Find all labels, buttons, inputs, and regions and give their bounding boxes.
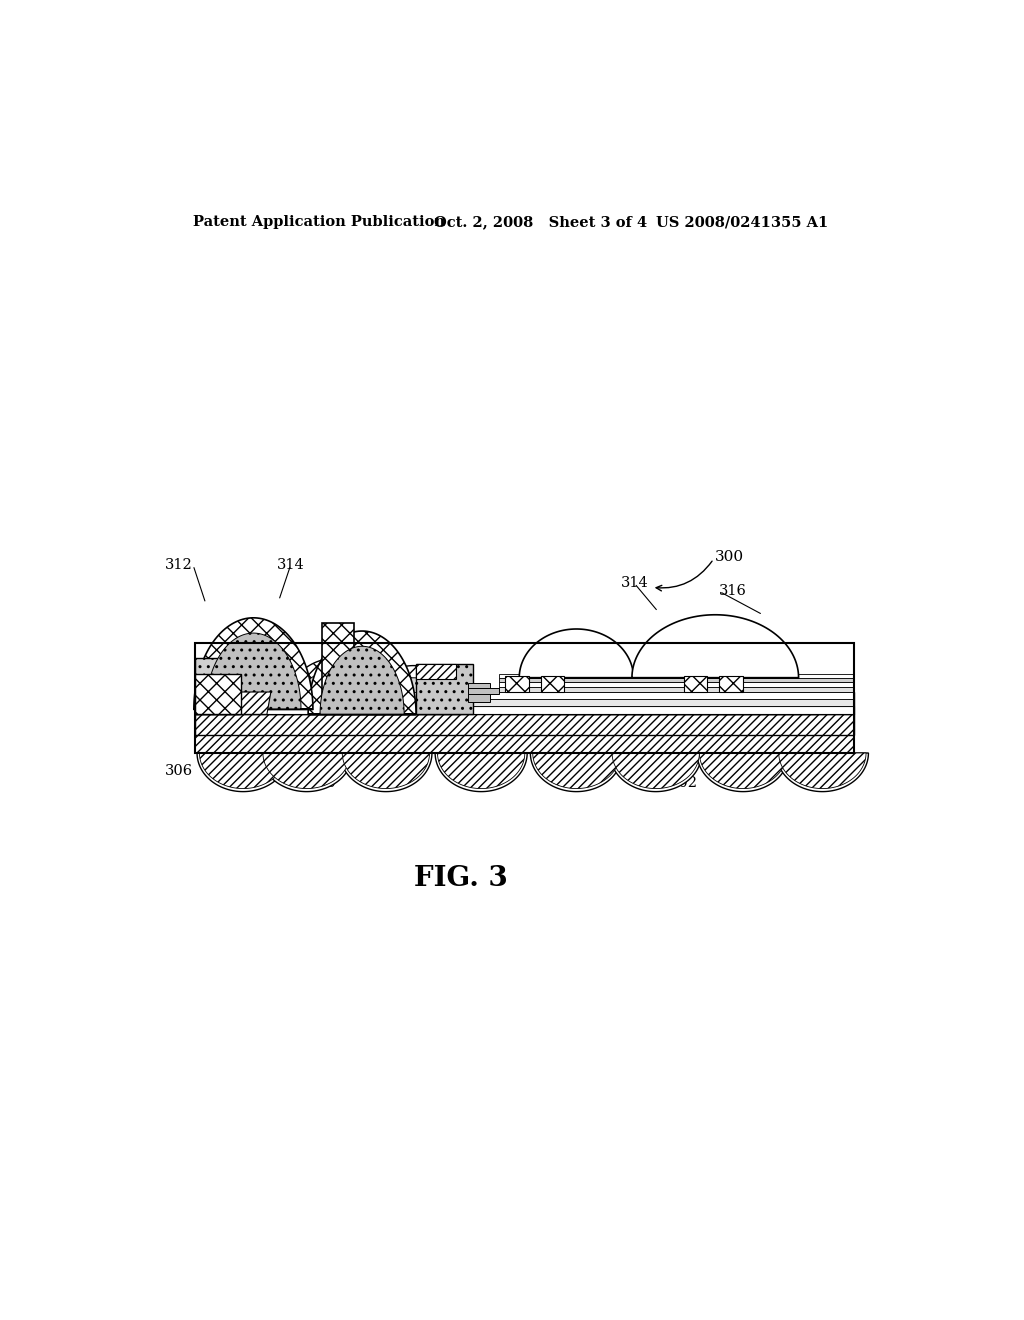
Polygon shape [697, 752, 790, 792]
Polygon shape [776, 752, 868, 792]
Text: FIG. 3: FIG. 3 [415, 865, 508, 892]
Polygon shape [206, 677, 285, 714]
Polygon shape [292, 671, 377, 714]
Text: 314: 314 [276, 558, 304, 572]
Polygon shape [634, 672, 733, 714]
Polygon shape [416, 664, 456, 678]
Polygon shape [530, 752, 623, 792]
Polygon shape [196, 673, 242, 714]
Polygon shape [723, 676, 818, 714]
Polygon shape [342, 752, 430, 788]
Polygon shape [323, 623, 354, 714]
Polygon shape [283, 659, 386, 714]
Polygon shape [263, 752, 350, 788]
Text: 306: 306 [627, 764, 654, 779]
Text: US 2008/0241355 A1: US 2008/0241355 A1 [655, 215, 828, 230]
Polygon shape [308, 631, 416, 714]
Polygon shape [340, 752, 432, 792]
Polygon shape [549, 676, 644, 714]
Polygon shape [632, 615, 799, 677]
Polygon shape [699, 752, 786, 788]
Polygon shape [196, 700, 854, 706]
Polygon shape [197, 752, 289, 792]
Text: 304: 304 [578, 767, 605, 781]
Polygon shape [206, 634, 301, 709]
Text: 310: 310 [308, 776, 336, 791]
Text: 300: 300 [715, 550, 744, 564]
Text: 308: 308 [279, 767, 307, 781]
Polygon shape [196, 659, 240, 714]
Polygon shape [500, 686, 854, 692]
Polygon shape [260, 752, 352, 792]
Polygon shape [197, 665, 295, 714]
Polygon shape [200, 752, 287, 788]
Polygon shape [500, 692, 854, 714]
Polygon shape [519, 630, 634, 677]
Polygon shape [500, 673, 854, 677]
Text: Patent Application Publication: Patent Application Publication [194, 215, 445, 230]
Text: 312: 312 [165, 558, 194, 572]
Polygon shape [196, 714, 854, 735]
Polygon shape [376, 677, 452, 714]
Text: 314: 314 [621, 577, 648, 590]
Polygon shape [500, 682, 854, 686]
Polygon shape [367, 665, 461, 714]
Polygon shape [435, 752, 527, 792]
Polygon shape [541, 676, 564, 692]
Polygon shape [505, 676, 528, 692]
Polygon shape [609, 752, 701, 792]
Polygon shape [778, 752, 866, 788]
Polygon shape [196, 692, 854, 700]
Text: 302: 302 [670, 776, 697, 791]
Text: 304: 304 [352, 767, 380, 781]
Text: 318: 318 [470, 767, 498, 781]
Polygon shape [236, 692, 270, 714]
Polygon shape [500, 677, 854, 682]
Polygon shape [612, 752, 699, 788]
Polygon shape [196, 735, 854, 752]
Polygon shape [437, 752, 524, 788]
Polygon shape [196, 706, 854, 714]
Polygon shape [468, 682, 489, 688]
Polygon shape [468, 694, 489, 702]
Polygon shape [321, 647, 404, 714]
Polygon shape [194, 618, 313, 709]
Polygon shape [719, 676, 743, 692]
Text: 306: 306 [165, 764, 194, 779]
Text: Oct. 2, 2008   Sheet 3 of 4: Oct. 2, 2008 Sheet 3 of 4 [433, 215, 647, 230]
Polygon shape [468, 688, 500, 694]
Polygon shape [684, 676, 708, 692]
Polygon shape [416, 664, 473, 714]
Polygon shape [532, 752, 620, 788]
Text: 316: 316 [719, 585, 748, 598]
